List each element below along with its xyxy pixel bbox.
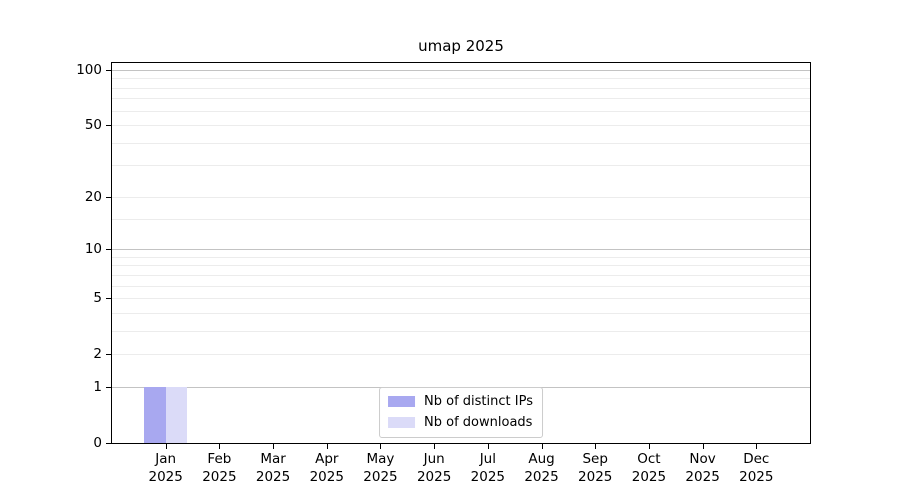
x-tick-month: May [366,451,395,467]
gridline-y-30 [112,164,810,166]
x-tick-label-jun-2025: Jun 2025 [402,450,466,486]
x-tick-label-mar-2025: Mar 2025 [241,450,305,486]
gridline-y-7 [112,274,810,276]
x-tick-month: Apr [315,451,339,467]
x-tick-year: 2025 [202,469,237,485]
x-tick-label-feb-2025: Feb 2025 [187,450,251,486]
plot-area: Nb of distinct IPs Nb of downloads [111,62,811,444]
gridline-y-100 [112,69,810,71]
x-tick-year: 2025 [524,469,559,485]
gridline-y-40 [112,142,810,144]
legend-label-distinct-ips: Nb of distinct IPs [424,394,533,409]
x-tick-mark-nov [702,444,704,449]
x-tick-month: Feb [207,451,232,467]
x-tick-year: 2025 [739,469,774,485]
bar-nb-of-distinct-ips-jan [144,386,166,443]
gridline-y-70 [112,97,810,99]
x-tick-label-jan-2025: Jan 2025 [134,450,198,486]
legend: Nb of distinct IPs Nb of downloads [379,387,543,438]
x-tick-year: 2025 [470,469,506,485]
x-tick-label-oct-2025: Oct 2025 [617,450,681,486]
y-tick-mark-0 [106,442,111,444]
x-tick-month: Nov [689,451,716,467]
y-tick-label-0: 0 [93,435,102,451]
y-tick-label-100: 100 [76,61,102,78]
x-tick-mark-oct [648,444,650,449]
x-tick-year: 2025 [148,469,183,485]
y-tick-mark-100 [106,69,111,71]
x-tick-month: Oct [637,451,661,467]
x-tick-year: 2025 [363,469,398,485]
x-tick-label-jul-2025: Jul 2025 [456,450,520,486]
x-tick-month: Jun [423,451,445,467]
y-tick-label-20: 20 [84,188,102,205]
bar-nb-of-downloads-jan [165,386,188,443]
gridline-y-80 [112,87,810,89]
x-tick-year: 2025 [309,469,344,485]
x-tick-label-nov-2025: Nov 2025 [671,450,735,486]
x-tick-mark-may [379,444,381,449]
x-tick-label-aug-2025: Aug 2025 [510,450,574,486]
y-tick-mark-10 [106,248,111,250]
gridline-y-4 [112,312,810,314]
y-tick-mark-1 [106,386,111,388]
gridline-y-8 [112,264,810,266]
x-tick-year: 2025 [631,469,667,485]
legend-label-downloads: Nb of downloads [424,415,533,430]
x-tick-mark-apr [326,444,328,449]
gridline-y-6 [112,285,810,287]
gridline-y-3 [112,330,810,332]
x-tick-mark-mar [272,444,274,449]
x-tick-label-may-2025: May 2025 [348,450,412,486]
legend-item-downloads: Nb of downloads [388,414,533,431]
x-tick-mark-dec [755,444,757,449]
gridline-y-9 [112,256,810,258]
gridline-y-5 [112,297,810,299]
legend-swatch-downloads [388,417,416,428]
gridline-y-60 [112,110,810,112]
x-tick-mark-jun [433,444,435,449]
gridline-y-15 [112,218,810,220]
gridline-y-90 [112,77,810,79]
x-tick-month: Dec [743,451,770,467]
gridline-y-20 [112,196,810,198]
y-tick-label-50: 50 [84,117,102,134]
x-tick-month: Jul [479,451,496,467]
x-tick-mark-jul [487,444,489,449]
x-tick-label-apr-2025: Apr 2025 [295,450,359,486]
gridline-y-50 [112,124,810,126]
gridline-y-10 [112,248,810,250]
x-tick-month: Aug [528,451,555,467]
x-tick-month: Mar [260,451,286,467]
x-tick-year: 2025 [578,469,613,485]
x-tick-year: 2025 [255,469,291,485]
x-tick-year: 2025 [416,469,452,485]
x-tick-mark-feb [218,444,220,449]
y-tick-mark-2 [106,353,111,355]
legend-swatch-distinct-ips [388,396,416,407]
gridline-y-2 [112,353,810,355]
x-tick-mark-aug [541,444,543,449]
y-tick-label-2: 2 [93,346,102,363]
x-tick-month: Jan [155,451,177,467]
y-tick-mark-20 [106,196,111,198]
x-tick-label-dec-2025: Dec 2025 [724,450,788,486]
chart-title: umap 2025 [418,37,504,55]
y-tick-label-10: 10 [84,241,102,258]
y-tick-mark-5 [106,297,111,299]
x-tick-month: Sep [582,451,608,467]
x-tick-label-sep-2025: Sep 2025 [563,450,627,486]
y-tick-mark-50 [106,124,111,126]
x-tick-mark-jan [165,444,167,449]
y-tick-label-1: 1 [93,378,102,395]
x-tick-year: 2025 [685,469,720,485]
legend-item-distinct-ips: Nb of distinct IPs [388,393,533,410]
y-tick-label-5: 5 [93,290,102,307]
x-tick-mark-sep [594,444,596,449]
